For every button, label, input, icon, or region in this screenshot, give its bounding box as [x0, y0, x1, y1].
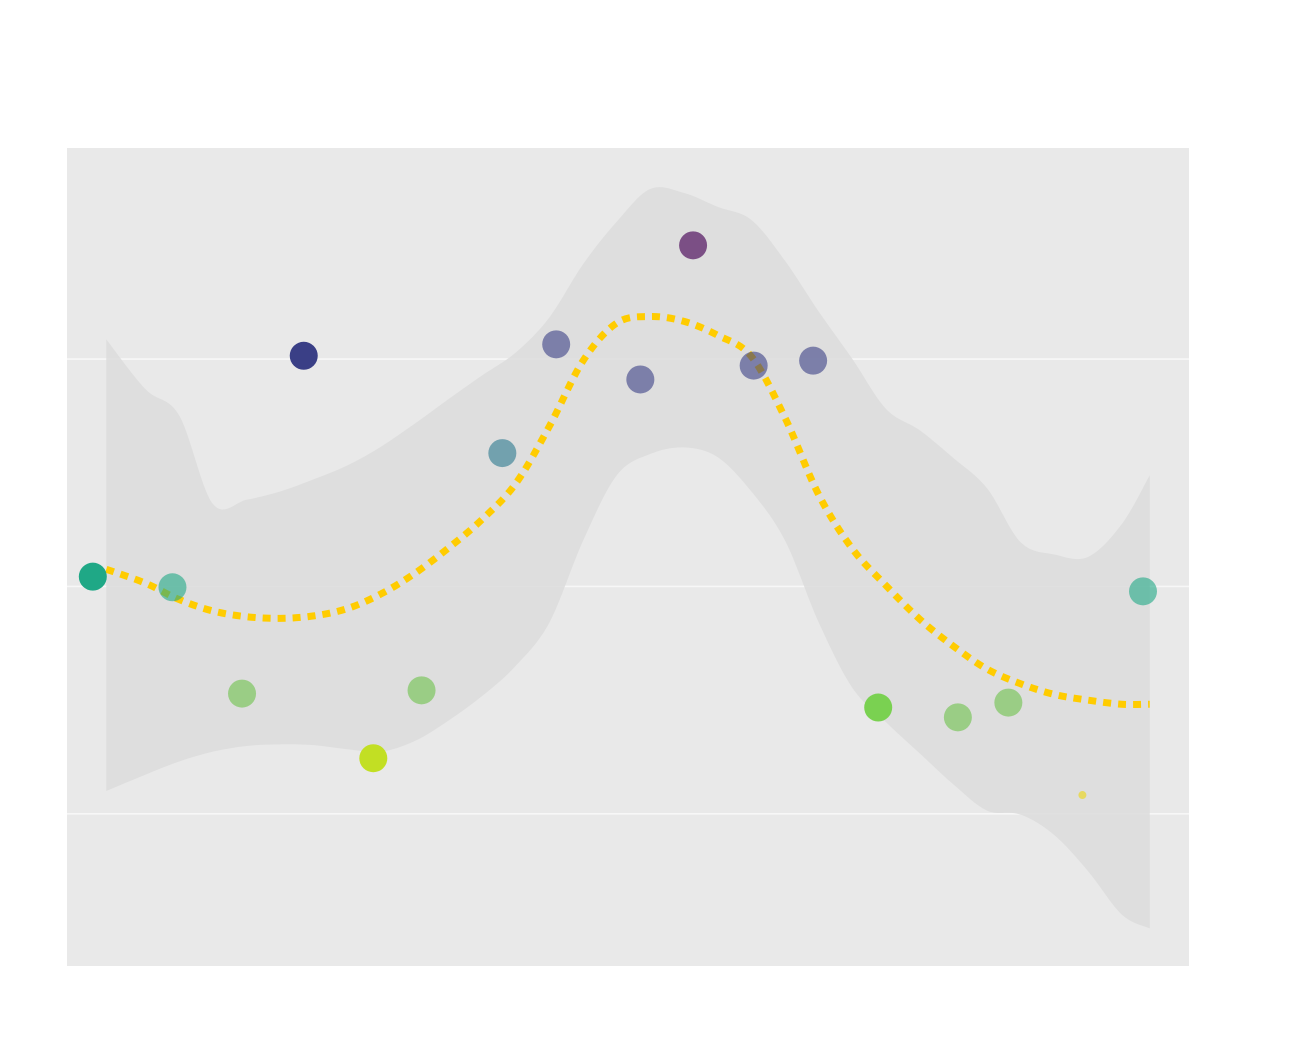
scatter-point-4 [359, 744, 388, 773]
scatter-point-7 [542, 330, 571, 359]
scatter-point-1 [158, 573, 187, 602]
point-layer [78, 231, 1157, 800]
scatter-point-3 [289, 341, 318, 370]
scatter-point-14 [994, 688, 1023, 717]
confidence-band-layer [106, 187, 1150, 929]
scatter-point-9 [679, 231, 708, 260]
scatter-point-0 [78, 562, 107, 591]
scatter-point-5 [407, 676, 436, 705]
smooth-line-layer [105, 313, 1150, 709]
scatter-point-2 [228, 679, 257, 708]
scatter-point-15 [1078, 791, 1087, 800]
scatter-point-10 [739, 351, 768, 380]
scatter-point-11 [799, 346, 828, 375]
scatter-point-6 [488, 439, 517, 468]
scatter-point-16 [1128, 577, 1157, 606]
smooth-line [105, 313, 1150, 709]
scatter-point-12 [864, 693, 893, 722]
scatter-point-13 [943, 703, 972, 732]
scatter-point-8 [626, 365, 655, 394]
confidence-band [106, 187, 1150, 929]
